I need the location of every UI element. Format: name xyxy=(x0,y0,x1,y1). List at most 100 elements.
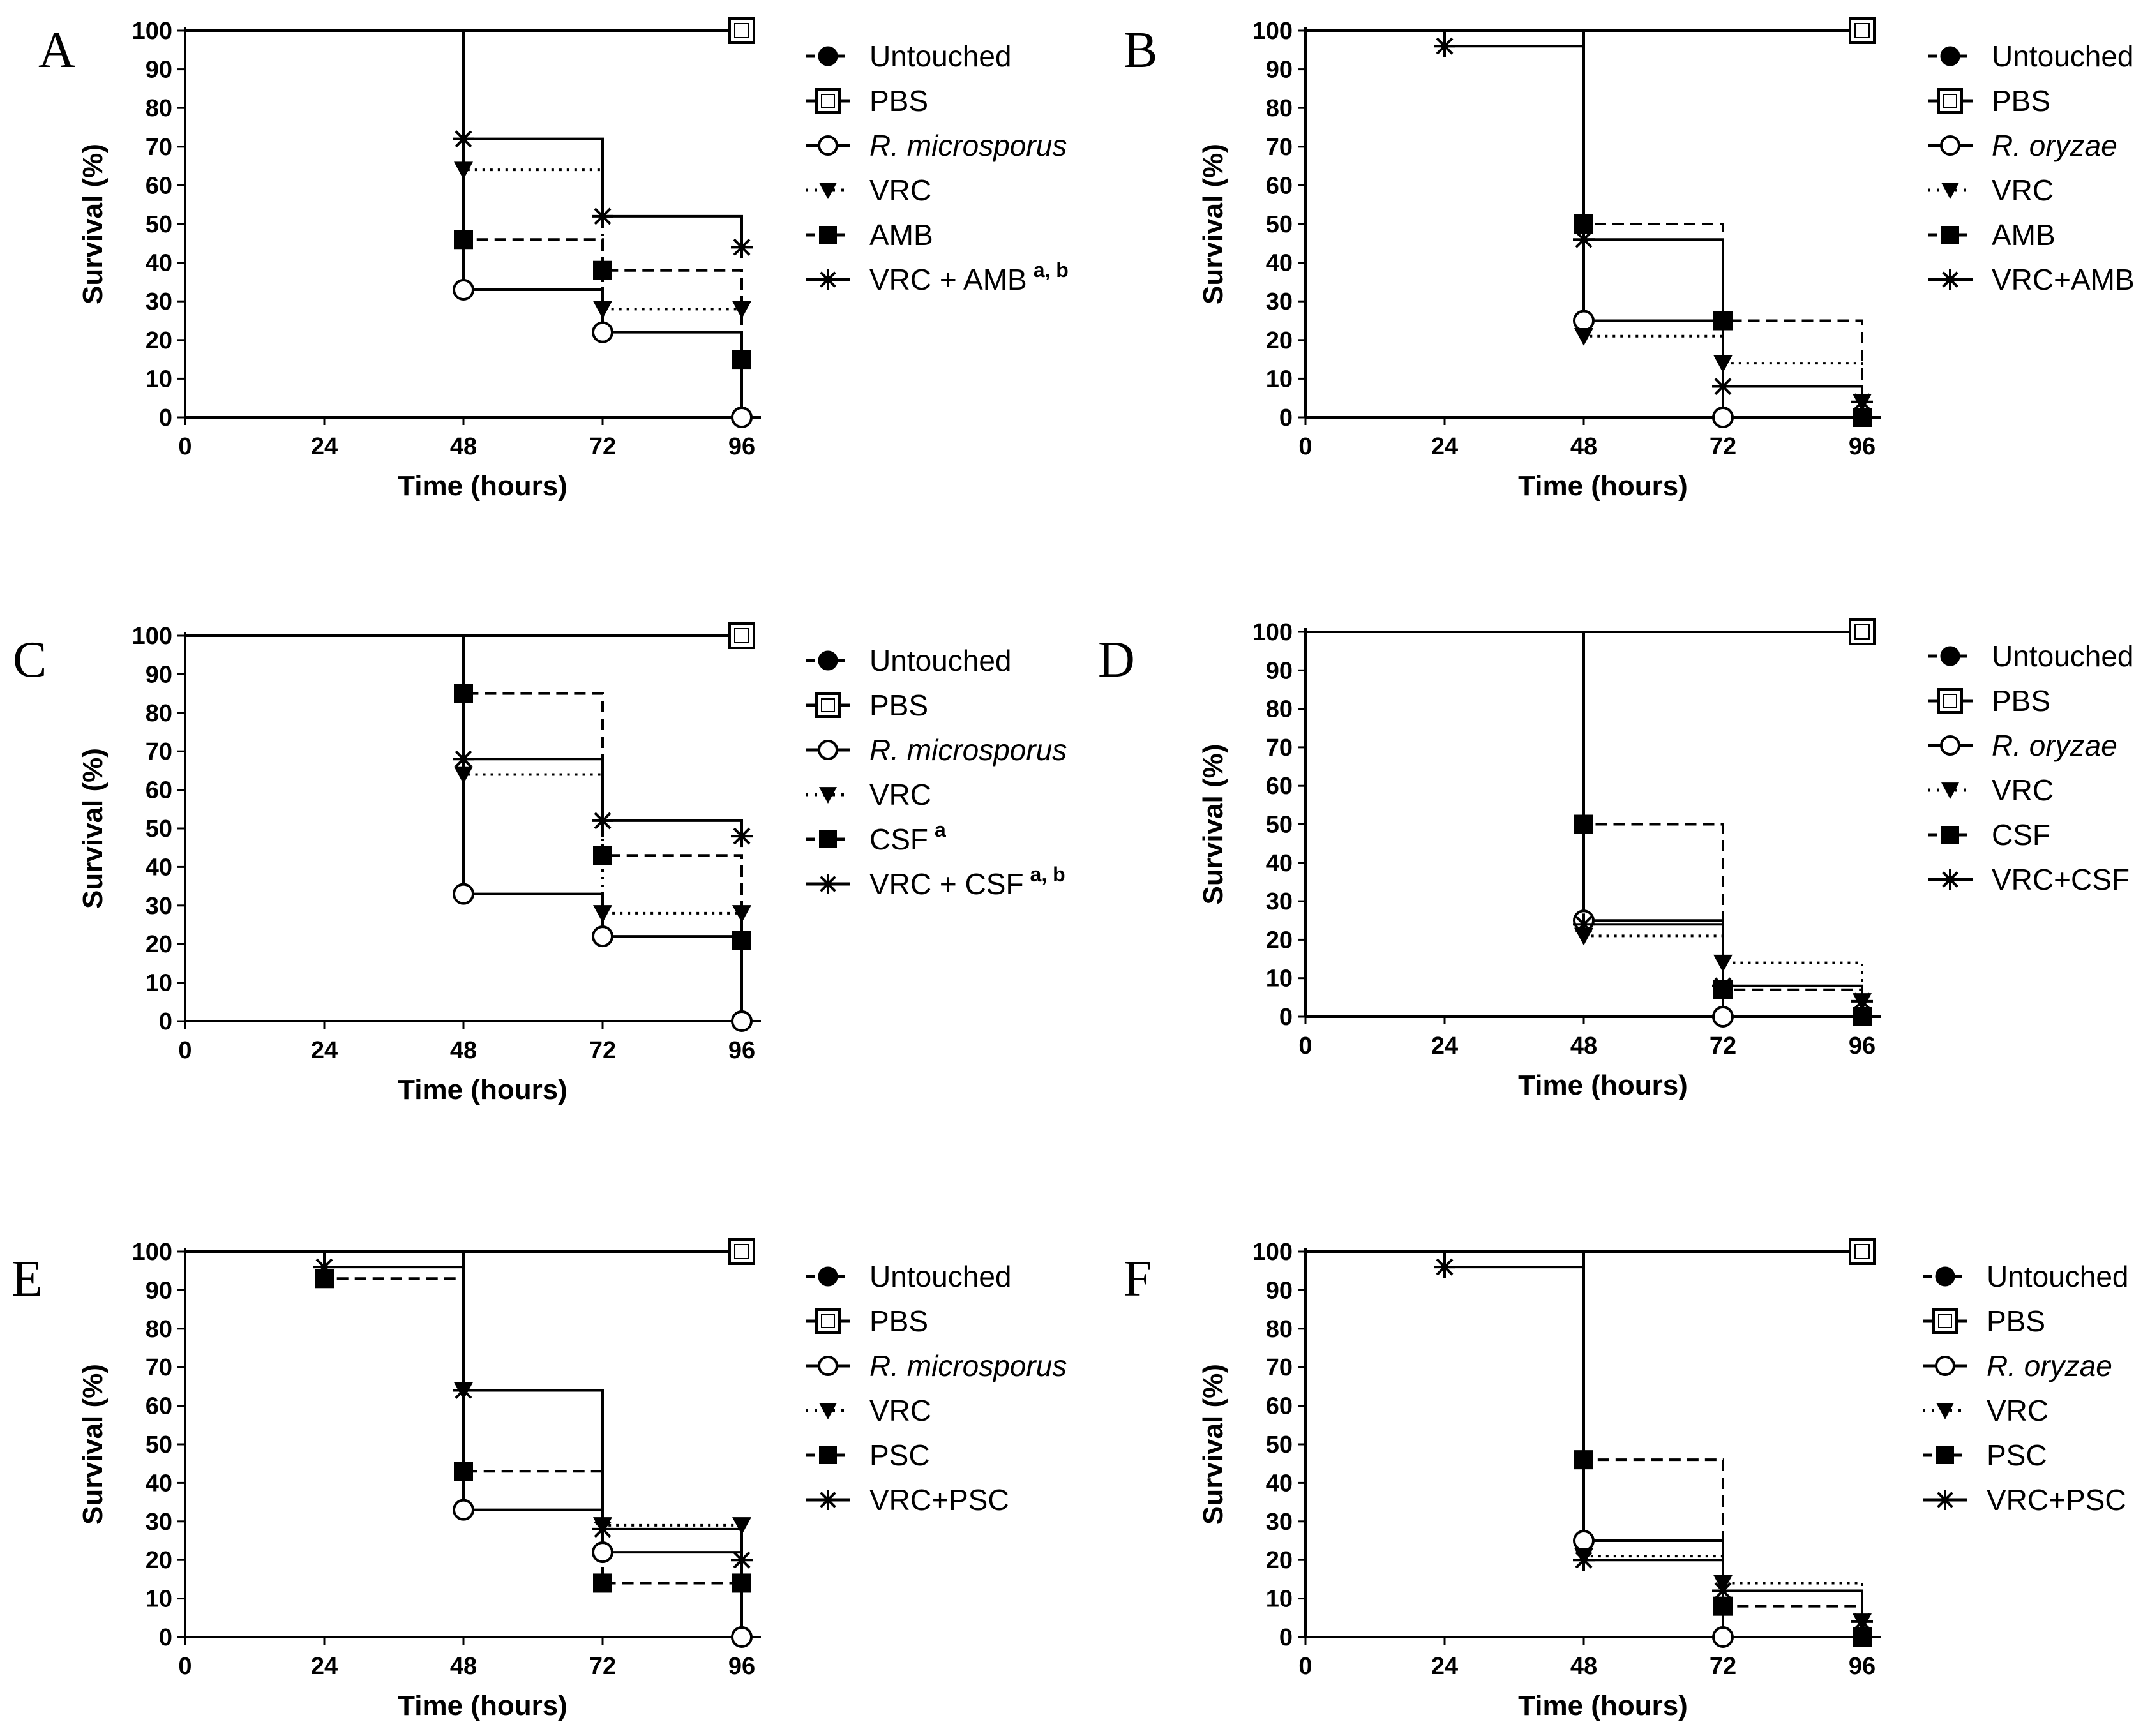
panel-d-legend-marker xyxy=(1941,782,1959,799)
panel-f-series-psc-point xyxy=(1574,1450,1593,1470)
panel-a-legend-item-r-microsporus: R. microsporus xyxy=(806,129,1067,162)
panel-a-series-vrc-point xyxy=(454,161,473,180)
panel-f-legend-label: PBS xyxy=(1987,1305,2045,1338)
panel-b-legend-label: AMB xyxy=(1992,218,2056,251)
panel-f-ytick-label: 50 xyxy=(1266,1432,1293,1458)
panel-d-legend-marker xyxy=(1940,869,1960,890)
panel-c-series-r-microsporus-point xyxy=(453,883,474,905)
panel-b-legend-item-r-oryzae: R. oryzae xyxy=(1928,129,2117,162)
panel-e-legend-label: Untouched xyxy=(869,1260,1012,1293)
panel-e: E 0 10 20 30 40 50 60 70 80 90 100 0 24 48 72 96 Time (ho… xyxy=(11,1238,1067,1721)
panel-f-legend-label: PSC xyxy=(1987,1439,2047,1472)
panel-e-legend-item-untouched: Untouched xyxy=(806,1260,1012,1293)
panel-e-ytick-label: 10 xyxy=(146,1586,172,1613)
panel-d-legend-label: VRC+CSF xyxy=(1992,863,2130,896)
panel-f-legend-item-psc: PSC xyxy=(1923,1439,2047,1472)
panel-d-ytick-label: 60 xyxy=(1266,773,1293,800)
panel-f-legend-marker xyxy=(1936,1446,1954,1464)
panel-b-ytick-label: 30 xyxy=(1266,288,1293,315)
panel-e-legend-item-vrc: VRC xyxy=(806,1394,931,1427)
panel-a-xtick-label: 96 xyxy=(728,433,755,460)
panel-d-legend-item-r-oryzae: R. oryzae xyxy=(1928,729,2117,762)
panel-f-ylabel: Survival (%) xyxy=(1198,1364,1229,1525)
panel-b-xtick-label: 48 xyxy=(1570,433,1597,460)
panel-b-ytick-label: 90 xyxy=(1266,57,1293,84)
panel-d-xtick-label: 48 xyxy=(1570,1033,1597,1059)
panel-a-legend-marker xyxy=(818,46,838,66)
panel-a-series-pbs-point xyxy=(728,17,755,44)
panel-d-xtick-label: 0 xyxy=(1298,1033,1312,1059)
panel-e-legend-marker xyxy=(818,1266,838,1287)
panel-c-legend-item-vrc: VRC xyxy=(806,778,931,811)
panel-b-series-pbs-point xyxy=(1849,17,1876,44)
panel-d-xtick-label: 24 xyxy=(1431,1033,1458,1059)
panel-e-series-vrc-point xyxy=(732,1517,751,1535)
panel-b-legend-label: Untouched xyxy=(1992,40,2134,73)
panel-b-letter: B xyxy=(1124,22,1157,79)
panel-f-series-psc-line xyxy=(1305,1250,1863,1637)
panel-a-legend-item-vrc-amb: VRC + AMB a, b xyxy=(806,258,1069,296)
panel-e-legend-label: R. microsporus xyxy=(869,1349,1067,1382)
panel-d-series-csf-point xyxy=(1574,814,1593,834)
panel-d-series-pbs-point xyxy=(1849,618,1876,645)
panel-b-legend-item-untouched: Untouched xyxy=(1928,40,2134,73)
panel-a-series-amb-point xyxy=(593,260,612,280)
panel-a-series-vrc-amb-point xyxy=(731,236,753,258)
panel-b-ytick-label: 50 xyxy=(1266,211,1293,238)
panel-f-legend-item-vrc-psc: VRC+PSC xyxy=(1923,1483,2126,1516)
panel-c-legend-marker xyxy=(818,740,838,760)
panel-c-xtick-label: 24 xyxy=(311,1037,338,1064)
panel-c-ytick-label: 60 xyxy=(146,777,172,804)
panel-e-series-r-microsporus-point xyxy=(731,1626,753,1648)
panel-c-legend-label: VRC + CSF a, b xyxy=(869,863,1065,901)
panel-e-series-r-microsporus-point xyxy=(453,1499,474,1521)
panel-c-legend-marker xyxy=(819,787,837,804)
panel-e-ytick-label: 70 xyxy=(146,1354,172,1381)
panel-f-series-vrc-psc-point xyxy=(1712,1580,1734,1602)
panel-d-ytick-label: 100 xyxy=(1252,619,1293,646)
panel-b-ytick-label: 0 xyxy=(1279,405,1293,431)
panel-c-ylabel: Survival (%) xyxy=(77,748,109,909)
panel-b-legend-marker xyxy=(1940,269,1960,290)
panel-c-ytick-label: 0 xyxy=(159,1008,172,1035)
panel-c-xtick-label: 96 xyxy=(728,1037,755,1064)
panel-d-legend-item-pbs: PBS xyxy=(1928,684,2050,717)
panel-f-legend-marker xyxy=(1935,1356,1955,1376)
panel-a-legend-marker xyxy=(818,135,838,156)
panel-f-ytick-label: 30 xyxy=(1266,1509,1293,1536)
panel-c-series-csf-point xyxy=(732,931,751,950)
panel-c-series-vrc-point xyxy=(593,905,612,923)
panel-d-ytick-label: 20 xyxy=(1266,927,1293,954)
panel-b-legend-marker xyxy=(1937,88,1963,114)
panel-b-ytick-label: 70 xyxy=(1266,134,1293,161)
panel-e-legend-marker xyxy=(819,1446,837,1464)
panel-c-series-csf-point xyxy=(593,846,612,865)
panel-e-series-pbs-point xyxy=(728,1238,755,1265)
panel-b-series-amb-line xyxy=(1305,29,1863,417)
panel-a-ytick-label: 70 xyxy=(146,134,172,161)
panel-c-ytick-label: 70 xyxy=(146,738,172,765)
panel-b: B 0 10 20 30 40 50 60 70 80 90 100 0 24 48 72 96 Time (ho… xyxy=(1124,17,2135,502)
panel-a-legend-item-amb: AMB xyxy=(806,218,933,251)
panel-c-legend-label: PBS xyxy=(869,689,928,722)
panel-a-series-vrc-amb-point xyxy=(453,128,474,150)
panel-b-ylabel: Survival (%) xyxy=(1198,144,1229,304)
panel-c-series-vrc-csf-point xyxy=(731,825,753,848)
panel-c-legend-item-csf: CSF a xyxy=(806,818,946,856)
panel-e-xtick-label: 0 xyxy=(178,1653,192,1680)
panel-f-series-r-oryzae-point xyxy=(1712,1626,1734,1648)
panel-c-series-r-microsporus-point xyxy=(592,925,613,948)
panel-f-series-vrc-psc-point xyxy=(1851,1610,1873,1633)
panel-c-legend-label: CSF a xyxy=(869,818,946,856)
panel-a-legend-item-vrc: VRC xyxy=(806,174,931,207)
panel-b-legend-marker xyxy=(1941,226,1959,244)
panel-c-ytick-label: 50 xyxy=(146,816,172,842)
panel-c-legend-item-untouched: Untouched xyxy=(806,644,1012,677)
panel-c-series-csf-point xyxy=(454,684,473,703)
panel-d-series-vrc-csf-point xyxy=(1851,990,1873,1012)
panel-c-ytick-label: 90 xyxy=(146,661,172,688)
panel-d-legend-label: VRC xyxy=(1992,774,2054,807)
panel-d-ytick-label: 50 xyxy=(1266,812,1293,839)
panel-f-ytick-label: 60 xyxy=(1266,1393,1293,1420)
panel-c-xtick-label: 0 xyxy=(178,1037,192,1064)
